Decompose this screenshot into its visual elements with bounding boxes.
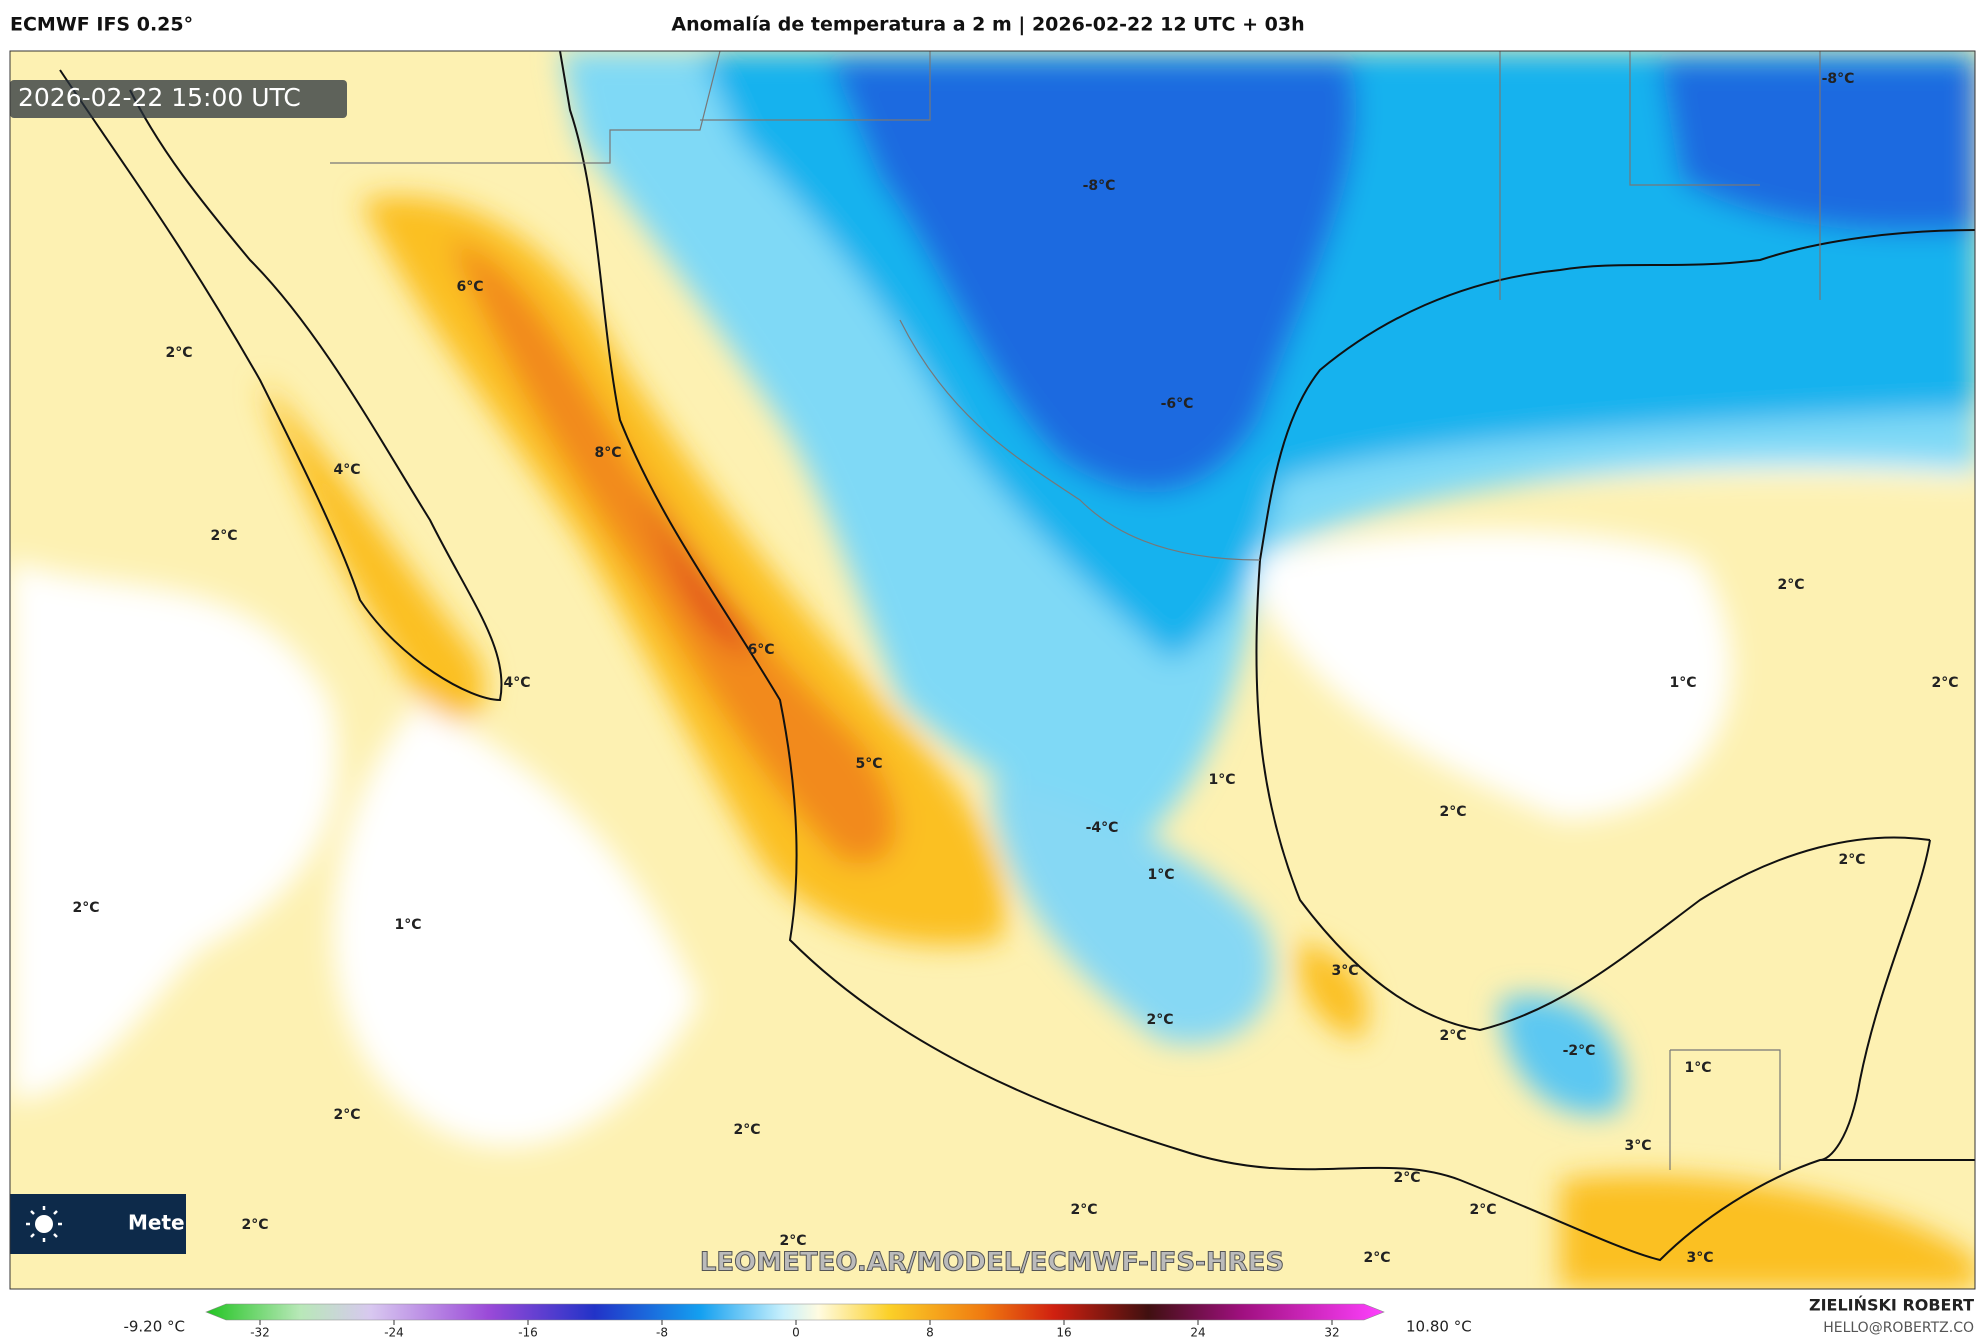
author: ZIELIŃSKI ROBERT	[1809, 1296, 1974, 1315]
contour-label: 2°C	[1777, 577, 1804, 593]
colorbar-tick-label: 24	[1190, 1326, 1205, 1340]
colorbar-tick-label: -8	[656, 1326, 668, 1340]
colorbar-tick-label: 16	[1056, 1326, 1071, 1340]
contour-label: 3°C	[1686, 1250, 1713, 1266]
contour-label: 2°C	[733, 1122, 760, 1138]
contour-label: -8°C	[1822, 71, 1855, 87]
contour-label: 1°C	[1684, 1060, 1711, 1076]
colorbar-tick-label: -24	[384, 1326, 404, 1340]
timestamp: 2026-02-22 15:00 UTC	[18, 83, 301, 112]
contour-label: 1°C	[1147, 867, 1174, 883]
contour-label: 2°C	[333, 1107, 360, 1123]
map-title: Anomalía de temperatura a 2 m | 2026-02-…	[671, 14, 1304, 36]
contour-label: 5°C	[855, 756, 882, 772]
colorbar-min: -9.20 °C	[123, 1318, 185, 1336]
contour-label: 2°C	[1070, 1202, 1097, 1218]
colorbar-ticks: -32 -24 -16 -8 0 8 16 24 32	[250, 1320, 1340, 1340]
contour-label: -4°C	[1086, 820, 1119, 836]
model-name: ECMWF IFS 0.25°	[10, 14, 193, 36]
contour-label: 2°C	[779, 1233, 806, 1249]
colorbar	[205, 1303, 1385, 1321]
contour-label: -2°C	[1563, 1043, 1596, 1059]
contour-label: 8°C	[594, 445, 621, 461]
colorbar-tick-label: 8	[926, 1326, 934, 1340]
contour-label: 2°C	[1439, 1028, 1466, 1044]
borders	[330, 51, 1821, 1170]
colorbar-max: 10.80 °C	[1406, 1318, 1472, 1336]
contour-label: 1°C	[394, 917, 421, 933]
contour-label: 2°C	[210, 528, 237, 544]
watermark: LEOMETEO.AR/MODEL/ECMWF-IFS-HRES	[700, 1248, 1284, 1278]
logo-sun	[35, 1215, 53, 1233]
contour-label: 3°C	[1624, 1138, 1651, 1154]
contour-label: 6°C	[456, 279, 483, 295]
map-frame	[9, 50, 1976, 1290]
contour-label: 2°C	[1146, 1012, 1173, 1028]
contour-label: 2°C	[1363, 1250, 1390, 1266]
coastlines	[59, 51, 1975, 1262]
contour-label: 6°C	[747, 642, 774, 658]
contour-label: 2°C	[72, 900, 99, 916]
colorbar-tick-label: 32	[1324, 1326, 1339, 1340]
contour-label: 2°C	[165, 345, 192, 361]
timestamp-box	[10, 80, 347, 118]
contour-label: 2°C	[241, 1217, 268, 1233]
map-area: 2026-02-22 15:00 UTC -8°C -8°C 6°C 2°C -6°C 8…	[10, 51, 1975, 1289]
contour-label: 2°C	[1931, 675, 1958, 691]
contour-labels: -8°C -8°C 6°C 2°C -6°C 8°C 4°C 2°C 2°C 6°C 4°C 1°C 2…	[72, 71, 1958, 1266]
contour-label: 3°C	[1331, 963, 1358, 979]
contour-label: 2°C	[1439, 804, 1466, 820]
contour-label: 2°C	[1469, 1202, 1496, 1218]
contour-label: 2°C	[1838, 852, 1865, 868]
contour-label: 4°C	[503, 675, 530, 691]
logo-rays	[26, 1206, 62, 1242]
colorbar-tick-label: -16	[518, 1326, 538, 1340]
contour-label: 1°C	[1669, 675, 1696, 691]
logo-text: Mete	[128, 1211, 185, 1235]
email: HELLO@ROBERTZ.CO	[1823, 1320, 1974, 1336]
contour-label: 2°C	[1393, 1170, 1420, 1186]
contour-label: -8°C	[1083, 178, 1116, 194]
contour-label: 4°C	[333, 462, 360, 478]
contour-label: -6°C	[1161, 396, 1194, 412]
colorbar-tick-label: 0	[792, 1326, 800, 1340]
contour-label: 1°C	[1208, 772, 1235, 788]
colorbar-tick-label: -32	[250, 1326, 270, 1340]
